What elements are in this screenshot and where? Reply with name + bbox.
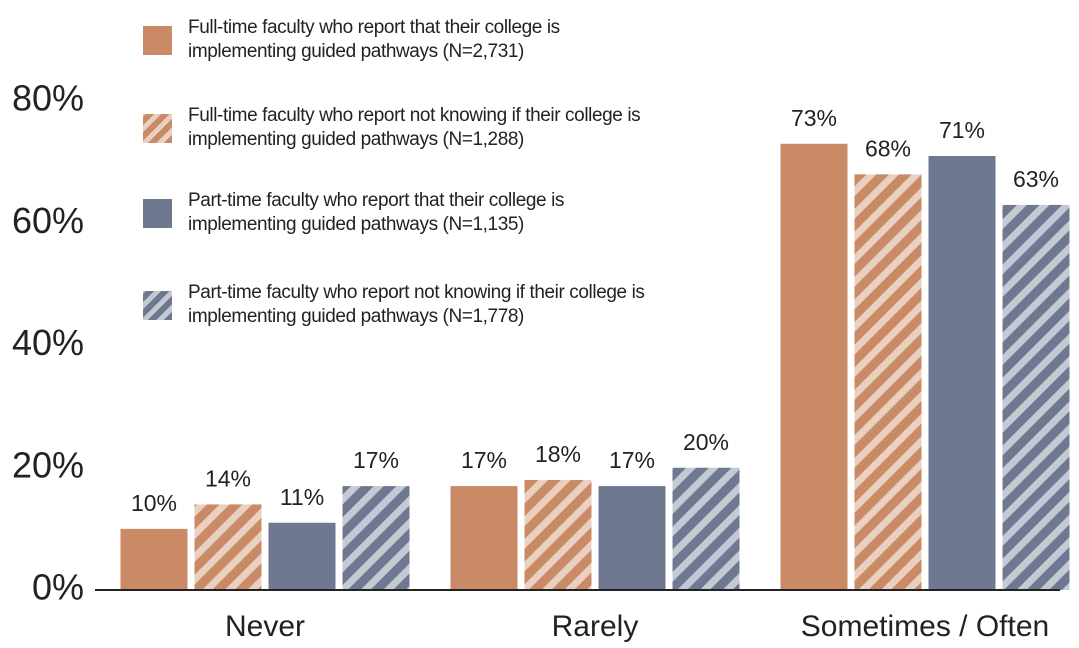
legend-item: Full-time faculty who report that their … bbox=[143, 16, 668, 64]
bar bbox=[1002, 204, 1070, 590]
y-tick-label: 40% bbox=[12, 322, 84, 363]
bar bbox=[672, 467, 740, 590]
bar bbox=[524, 479, 592, 590]
value-label: 17% bbox=[353, 447, 399, 473]
value-label: 11% bbox=[280, 484, 324, 510]
legend-swatch bbox=[143, 198, 172, 228]
y-tick-label: 0% bbox=[32, 567, 84, 608]
bar bbox=[450, 486, 518, 590]
legend-label: Full-time faculty who report that their … bbox=[188, 17, 560, 62]
legend-swatch bbox=[143, 25, 172, 55]
value-label: 71% bbox=[939, 117, 985, 143]
y-tick-label: 80% bbox=[12, 78, 84, 119]
value-label: 63% bbox=[1013, 166, 1059, 192]
x-tick-label: Sometimes / Often bbox=[801, 610, 1049, 643]
bar bbox=[120, 528, 188, 590]
value-label: 68% bbox=[865, 135, 911, 161]
bar bbox=[854, 174, 922, 590]
value-label: 20% bbox=[683, 429, 729, 455]
legend-label: Part-time faculty who report that their … bbox=[188, 190, 565, 235]
y-tick-label: 60% bbox=[12, 200, 84, 241]
x-tick-label: Never bbox=[225, 610, 305, 643]
legend-label: Part-time faculty who report not knowing… bbox=[188, 282, 645, 327]
bar bbox=[598, 486, 666, 590]
bar bbox=[780, 143, 848, 590]
value-label: 10% bbox=[131, 490, 177, 516]
legend-swatch bbox=[143, 113, 172, 143]
value-label: 18% bbox=[535, 441, 581, 467]
bar bbox=[268, 522, 336, 590]
x-tick-label: Rarely bbox=[552, 610, 639, 643]
legend-item: Part-time faculty who report that their … bbox=[143, 189, 668, 237]
bar bbox=[194, 504, 262, 590]
legend-item: Full-time faculty who report not knowing… bbox=[143, 104, 668, 152]
y-tick-label: 20% bbox=[12, 444, 84, 485]
value-label: 14% bbox=[205, 466, 251, 492]
legend-item: Part-time faculty who report not knowing… bbox=[143, 281, 668, 329]
value-label: 17% bbox=[461, 447, 507, 473]
legend-label: Full-time faculty who report not knowing… bbox=[188, 105, 641, 150]
legend-swatch bbox=[143, 290, 172, 320]
bar bbox=[928, 156, 996, 590]
bar bbox=[342, 486, 410, 590]
value-label: 17% bbox=[609, 447, 655, 473]
value-label: 73% bbox=[791, 105, 837, 131]
